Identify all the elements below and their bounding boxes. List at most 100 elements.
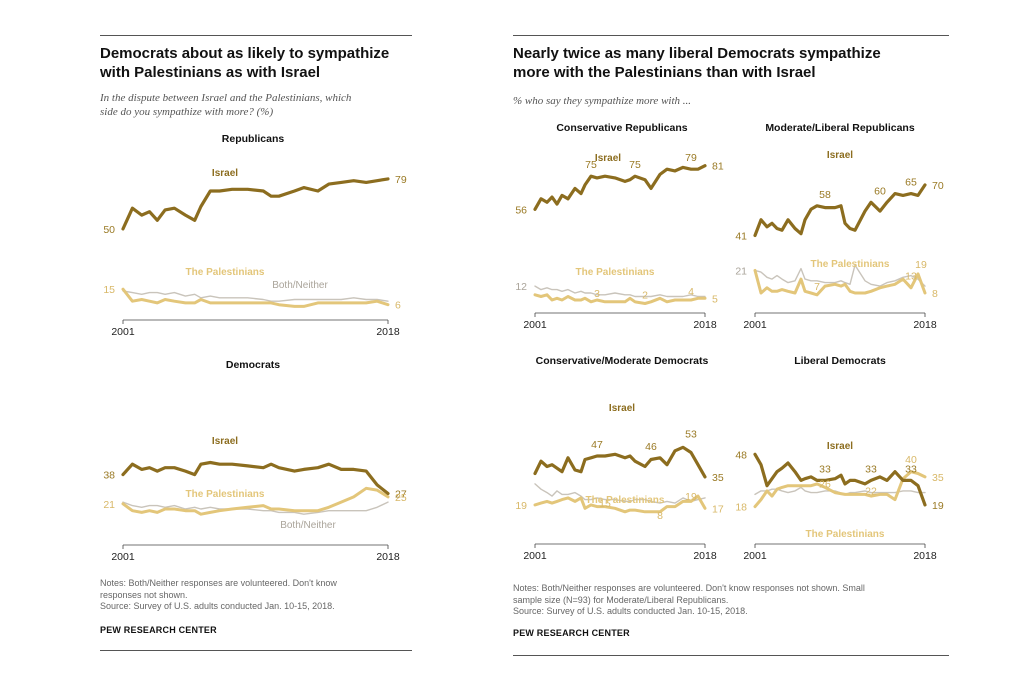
data-label-consdem-israel-2: 53 [685, 429, 697, 441]
right-subtitle: % who say they sympathize more with ... [513, 95, 692, 107]
series-line-dem-israel [121, 460, 390, 496]
data-label-start-conrep-both: 12 [515, 281, 527, 293]
left-top-rule [100, 35, 412, 36]
series-line-consdem-palestinians [533, 494, 707, 514]
right-credit: PEW RESEARCH CENTER [513, 628, 630, 638]
series-name-rep-pal: The Palestinians [186, 267, 265, 278]
data-label-start-rep-israel: 50 [103, 224, 115, 236]
chart-title-dem: Democrats [226, 359, 280, 371]
data-label-end-rep-israel: 79 [395, 174, 407, 186]
series-line-dem-both [122, 501, 389, 515]
right-notes-line2: sample size (N=93) for Moderate/Liberal … [513, 594, 729, 605]
data-label-end-modrep-israel: 70 [932, 180, 944, 192]
series-name-modrep-israel: Israel [827, 150, 853, 161]
data-label-modrep-israel-2: 65 [905, 177, 917, 189]
data-label-modrep-israel-1: 60 [874, 185, 886, 197]
x-tick-label-start-libdem: 2001 [743, 550, 767, 562]
right-bottom-rule [513, 655, 949, 656]
data-label-libdem-israel-1: 33 [865, 463, 877, 475]
series-line-consdem-both [534, 483, 706, 504]
series-line-libdem-israel [753, 452, 927, 507]
left-bottom-rule [100, 650, 412, 651]
left-title-line2: with Palestinians as with Israel [100, 64, 321, 81]
left-notes-line2: responses not shown. [100, 589, 188, 600]
series-line-conrep-both [534, 285, 706, 298]
series-line-rep-both [122, 290, 389, 302]
left-subtitle-line2: side do you sympathize with more? (%) [100, 106, 274, 118]
data-label-conrep-israel-0: 75 [585, 159, 597, 171]
left-subtitle-line1: In the dispute between Israel and the Pa… [100, 92, 352, 104]
series-name-consdem-israel: Israel [609, 403, 635, 414]
data-label-end-rep-palestinians: 6 [395, 300, 401, 312]
data-label-conrep-palestinians-2: 4 [688, 286, 694, 298]
series-line-rep-palestinians [121, 287, 390, 308]
series-name-dem-pal: The Palestinians [186, 489, 265, 500]
data-label-conrep-israel-1: 75 [629, 159, 641, 171]
chart-conrep: Conservative Republicans 2001 2018 56 81 75 75… [515, 122, 724, 331]
data-label-end-modrep-palestinians: 8 [932, 288, 938, 300]
left-source: Source: Survey of U.S. adults conducted … [100, 601, 335, 611]
data-label-start-dem-israel: 38 [103, 470, 115, 482]
left-title: Democrats about as likely to sympathize … [100, 44, 420, 82]
data-label-end-consdem-palestinians: 17 [712, 503, 724, 515]
series-name-modrep-pal: The Palestinians [811, 259, 890, 270]
chart-title-modrep: Moderate/Liberal Republicans [765, 122, 915, 134]
data-label-start-conrep-israel: 56 [515, 204, 527, 216]
x-tick-label-end-libdem: 2018 [913, 550, 937, 562]
series-name-conrep-israel: Israel [595, 153, 621, 164]
data-label-start-libdem-israel: 48 [735, 449, 747, 461]
chart-consdem: Conservative/Moderate Democrats 2001 2018 3… [515, 355, 724, 562]
right-title-line2: more with the Palestinians than with Isr… [513, 64, 816, 81]
left-credit: PEW RESEARCH CENTER [100, 625, 217, 635]
right-title: Nearly twice as many liberal Democrats s… [513, 44, 953, 82]
series-name-conrep-pal: The Palestinians [576, 267, 655, 278]
series-line-modrep-both [754, 264, 926, 287]
data-label-conrep-palestinians-0: 3 [594, 288, 600, 300]
chart-title-libdem: Liberal Democrats [794, 355, 886, 367]
series-line-modrep-israel [753, 183, 927, 238]
left-title-line1: Democrats about as likely to sympathize [100, 45, 390, 62]
x-tick-label-start-dem: 2001 [111, 551, 135, 563]
series-line-modrep-palestinians [753, 268, 927, 297]
series-line-libdem-palestinians [753, 470, 927, 509]
right-top-rule [513, 35, 949, 36]
right-notes-line1: Notes: Both/Neither responses are volunt… [513, 583, 865, 593]
x-tick-label-start-rep: 2001 [111, 326, 135, 338]
chart-title-consdem: Conservative/Moderate Democrats [536, 355, 709, 367]
series-name-rep-both: Both/Neither [272, 280, 328, 291]
series-name-libdem-israel: Israel [827, 441, 853, 452]
data-label-conrep-palestinians-1: 2 [642, 290, 648, 302]
right-title-line1: Nearly twice as many liberal Democrats s… [513, 45, 881, 62]
chart-title-rep: Republicans [222, 133, 285, 145]
series-line-dem-palestinians [121, 486, 390, 516]
data-label-libdem-israel-0: 33 [819, 463, 831, 475]
data-label-consdem-palestinians-0: 15 [599, 498, 611, 510]
data-label-end-libdem-israel: 19 [932, 500, 944, 512]
series-name-libdem-pal: The Palestinians [806, 529, 885, 540]
series-line-conrep-israel [533, 164, 707, 211]
right-notes: Notes: Both/Neither responses are volunt… [513, 583, 953, 618]
chart-libdem: Liberal Democrats 2001 2018 48 19 33 33 33 18 35 2… [735, 355, 944, 562]
left-notes-line1: Notes: Both/Neither responses are volunt… [100, 578, 337, 588]
data-label-start-libdem-palestinians: 18 [735, 502, 747, 514]
series-name-rep-israel: Israel [212, 168, 238, 179]
data-label-start-consdem-palestinians: 19 [515, 500, 527, 512]
series-line-rep-israel [121, 177, 390, 231]
x-tick-label-end-modrep: 2018 [913, 319, 937, 331]
data-label-modrep-palestinians-0: 7 [814, 281, 820, 293]
series-name-dem-israel: Israel [212, 436, 238, 447]
left-subtitle: In the dispute between Israel and the Pa… [100, 91, 420, 119]
series-line-conrep-palestinians [533, 293, 707, 305]
x-tick-label-start-consdem: 2001 [523, 550, 547, 562]
left-charts: Republicans 2001 2018 50 79 15 6 Israel The Pale… [103, 133, 407, 563]
data-label-end-dem-palestinians: 25 [395, 492, 407, 504]
x-tick-label-start-conrep: 2001 [523, 319, 547, 331]
data-label-start-modrep-israel: 41 [735, 230, 747, 242]
chart-rep: Republicans 2001 2018 50 79 15 6 [103, 133, 407, 338]
series-name-consdem-pal: The Palestinians [586, 495, 665, 506]
data-label-libdem-palestinians-2: 40 [905, 454, 917, 466]
x-tick-label-end-consdem: 2018 [693, 550, 717, 562]
data-label-modrep-palestinians-1: 13 [905, 270, 917, 282]
data-label-end-conrep-israel: 81 [712, 161, 724, 173]
right-source: Source: Survey of U.S. adults conducted … [513, 606, 748, 616]
